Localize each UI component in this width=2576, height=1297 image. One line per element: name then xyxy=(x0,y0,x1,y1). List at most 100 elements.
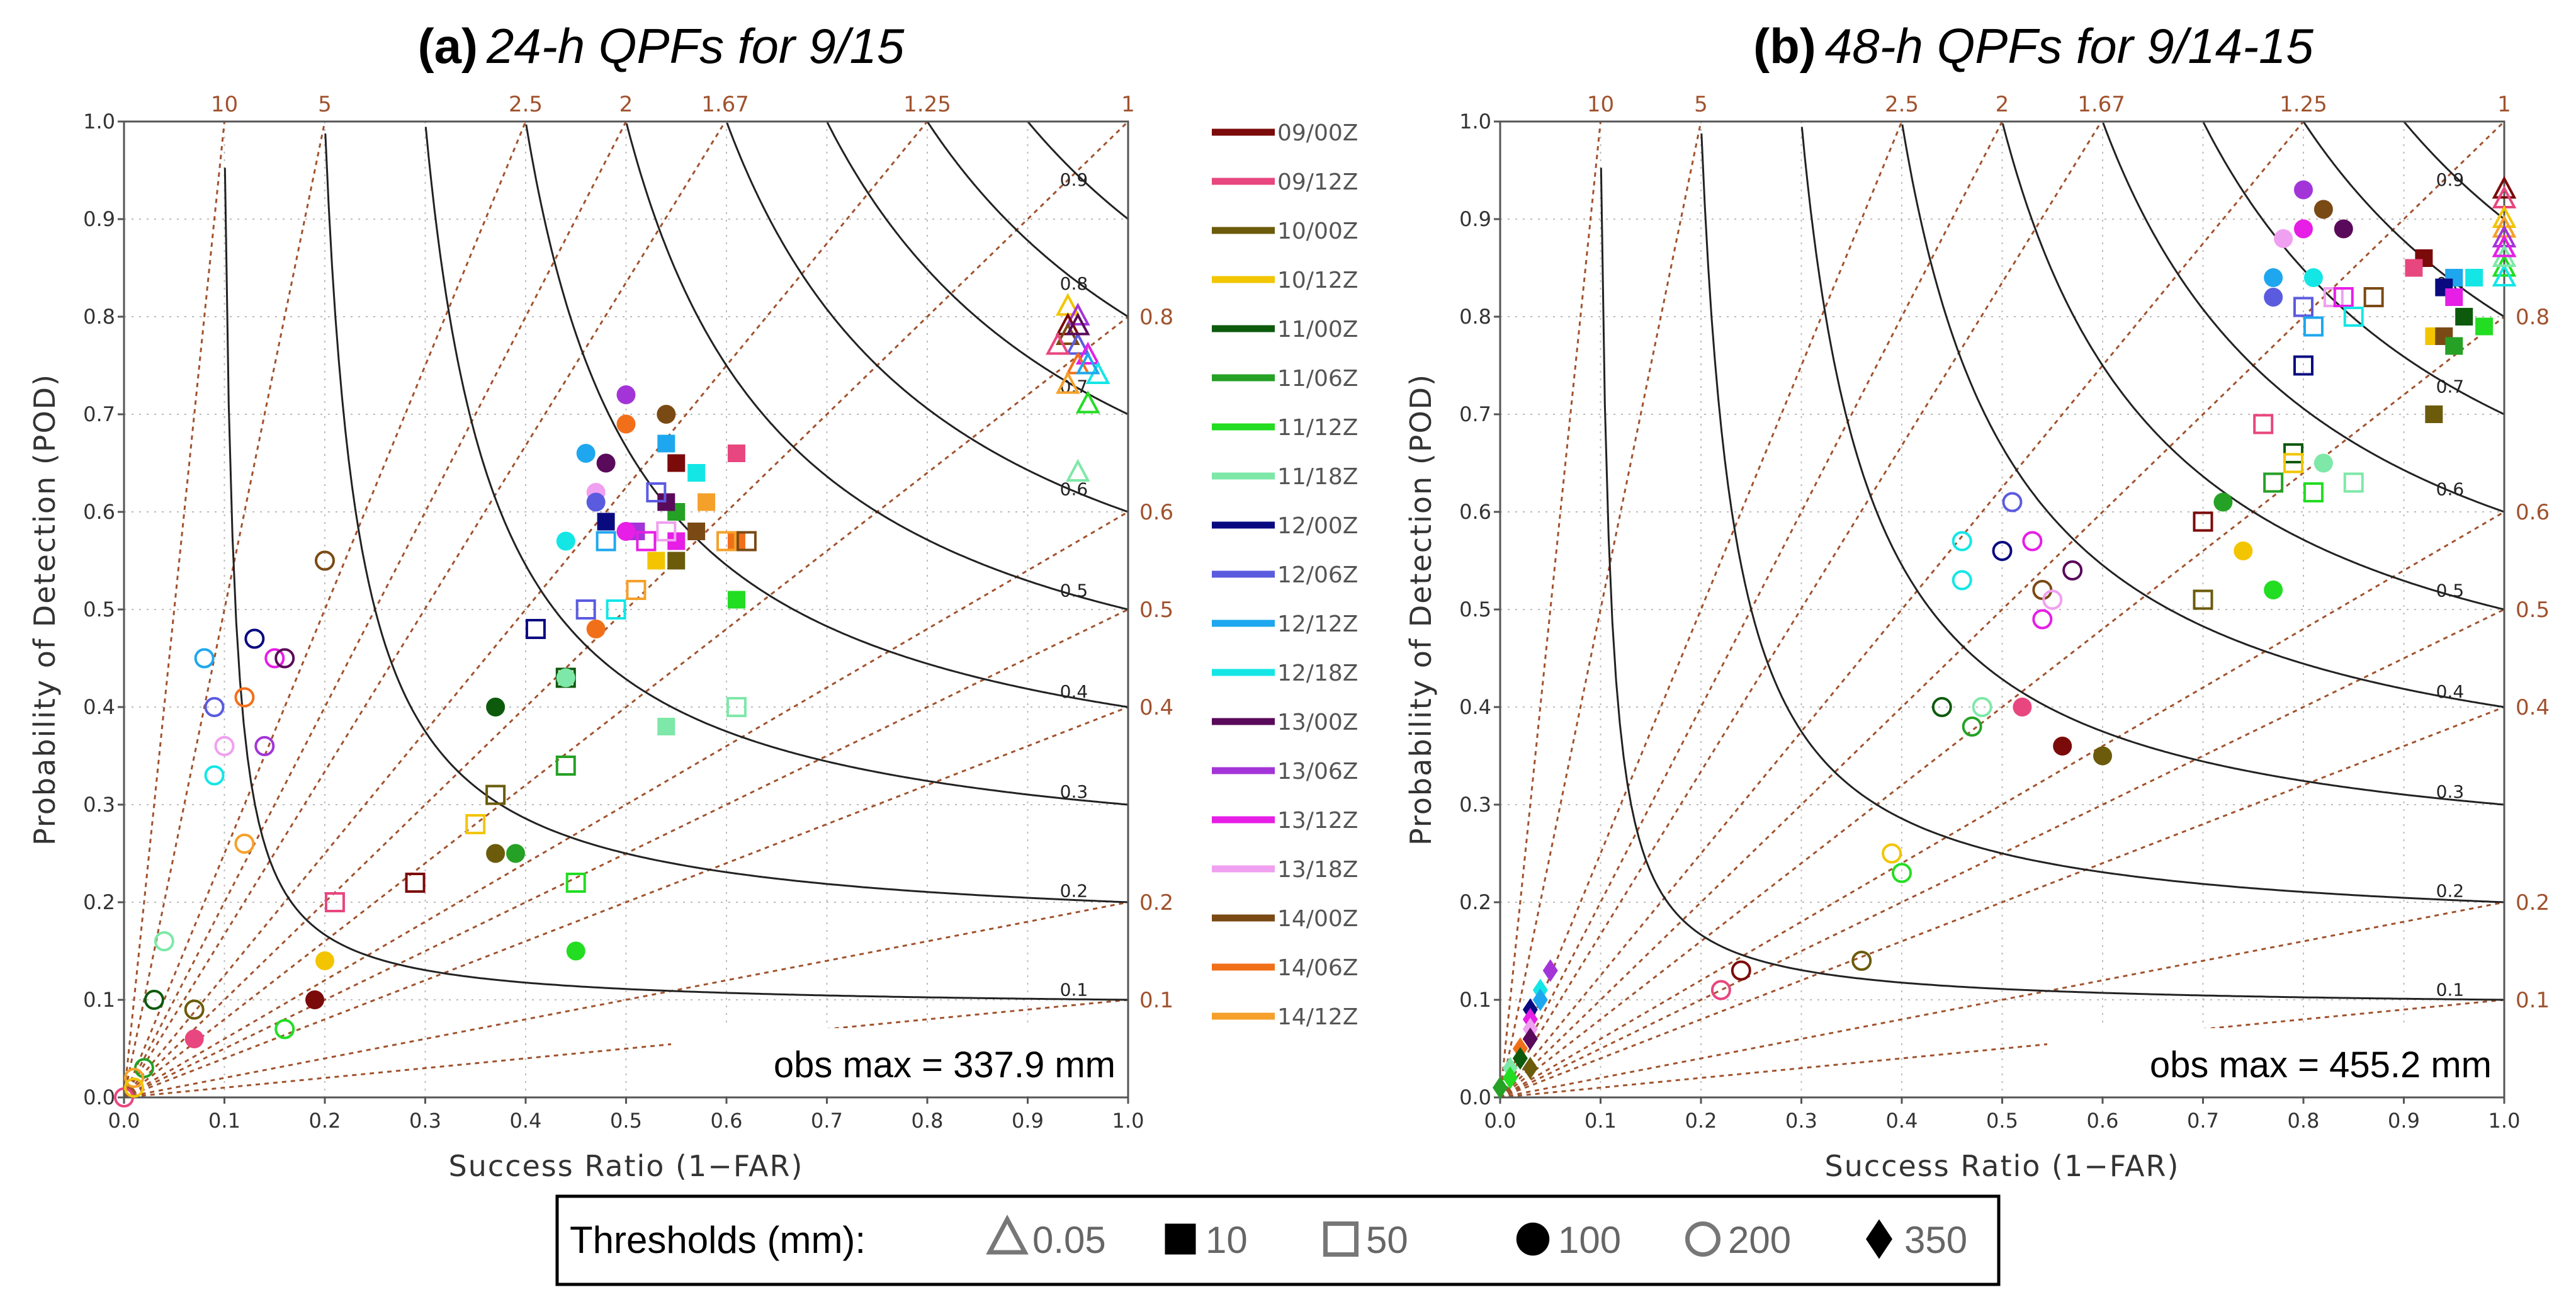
panel-b-point xyxy=(2042,589,2063,610)
panel-a-point xyxy=(194,648,215,669)
panel-a-point xyxy=(506,844,526,863)
panel-a-bias-top-label: 2.5 xyxy=(509,92,543,117)
panel-b-csi-curve xyxy=(1600,167,2504,1001)
threshold-label: 350 xyxy=(1904,1219,1967,1261)
panel-a-x-tick-label: 0.7 xyxy=(811,1109,843,1133)
panel-b-point xyxy=(2283,453,2304,473)
panel-b-point xyxy=(2053,737,2072,756)
panel-b-bias-top-label: 2.5 xyxy=(1885,92,1919,117)
panel-b-x-tick-label: 0.0 xyxy=(1484,1109,1517,1133)
panel-a-point xyxy=(727,445,745,462)
panel-a-point xyxy=(214,736,235,756)
panel-b-csi-curve xyxy=(1800,127,2504,806)
panel-a-csi-label: 0.9 xyxy=(1060,169,1088,190)
panel-a-bias-right-label: 0.4 xyxy=(1139,695,1173,720)
panel-b-csi-curve xyxy=(2001,123,2504,611)
panel-a-points xyxy=(114,293,1110,1107)
panel-a-point xyxy=(566,941,585,961)
panel-a-point xyxy=(616,522,636,541)
panel-a-point xyxy=(596,453,616,473)
panel-a-title: (a) 24-h QPFs for 9/15 xyxy=(418,18,905,74)
panel-a-y-tick-label: 0.6 xyxy=(83,500,115,524)
threshold-symbol-group xyxy=(1165,1223,1196,1255)
panel-b-bias-line xyxy=(1500,999,2504,1097)
panel-b-bias-top-label: 1 xyxy=(2497,92,2511,117)
panel-a-csi-label: 0.1 xyxy=(1060,979,1088,1000)
panel-b-label: (b) xyxy=(1753,18,1816,74)
panel-b-bias-right-label: 0.4 xyxy=(2516,695,2550,720)
threshold-symbol xyxy=(1685,1221,1720,1257)
panel-a-point xyxy=(1065,302,1090,326)
panel-a-x-tick-label: 1.0 xyxy=(1112,1109,1144,1133)
threshold-symbol-group xyxy=(986,1215,1029,1255)
panel-b-point xyxy=(1522,1028,1538,1050)
panel-a-csi-curve xyxy=(726,122,1128,513)
panel-a-bias-top-label: 1.25 xyxy=(903,92,951,117)
panel-a-point xyxy=(597,513,615,531)
panel-a-x-tick-label: 0.5 xyxy=(610,1109,642,1133)
legend-label: 09/12Z xyxy=(1277,169,1358,195)
panel-a-point xyxy=(606,599,626,620)
threshold-label: 0.05 xyxy=(1032,1219,1106,1261)
panel-a-csi-curve xyxy=(1027,122,1128,220)
panel-a-csi-label: 0.6 xyxy=(1060,479,1088,499)
panel-a-title-text: 24-h QPFs for 9/15 xyxy=(486,18,905,74)
panel-b-bias-right-label: 0.8 xyxy=(2516,305,2550,330)
panel-a-point xyxy=(576,444,596,463)
panel-b-x-tick-label: 1.0 xyxy=(2488,1109,2521,1133)
panel-a-point xyxy=(405,873,426,893)
panel-b-csi-label: 0.2 xyxy=(2436,881,2465,902)
panel-a-bias-line xyxy=(124,122,726,1097)
panel-a-x-tick-label: 0.8 xyxy=(912,1109,944,1133)
panel-a-point xyxy=(657,405,676,424)
panel-a-point xyxy=(687,464,706,482)
panel-a-bias-right-label: 0.2 xyxy=(1139,890,1173,915)
panel-b-x-tick-label: 0.8 xyxy=(2288,1109,2320,1133)
panel-a-x-tick-label: 0.6 xyxy=(711,1109,743,1133)
legend-label: 13/00Z xyxy=(1277,710,1358,735)
panel-a-csi-label: 0.5 xyxy=(1060,581,1088,601)
panel-a-x-tick-label: 0.1 xyxy=(208,1109,240,1133)
panel-a-y-tick-label: 0.2 xyxy=(83,890,115,914)
panel-a-x-axis-label: Success Ratio (1−FAR) xyxy=(449,1149,804,1183)
panel-a-x-tick-label: 0.2 xyxy=(309,1109,341,1133)
panel-b-y-tick-label: 1.0 xyxy=(1459,110,1491,133)
panel-a-y-tick-label: 0.7 xyxy=(83,402,115,426)
panel-a-point xyxy=(726,697,747,717)
legend-label: 14/00Z xyxy=(1277,906,1358,932)
panel-b-point xyxy=(1952,570,1972,591)
panel-b-csi-curve xyxy=(1901,124,2504,708)
panel-b-bias-line xyxy=(1500,122,2504,1097)
thresholds-title: Thresholds (mm): xyxy=(570,1219,866,1261)
panel-b-point xyxy=(2093,746,2112,766)
threshold-symbol xyxy=(1866,1219,1892,1259)
panel-b-bias-line xyxy=(1500,901,2504,1097)
panel-a-x-tick-label: 0.9 xyxy=(1012,1109,1044,1133)
panel-a-y-tick-label: 0.9 xyxy=(83,207,115,231)
panel-a-point xyxy=(1065,312,1090,336)
panel-b-point xyxy=(2313,453,2333,473)
panel-a-bias-top-label: 1.67 xyxy=(701,92,749,117)
panel-b-point xyxy=(2363,287,2384,307)
threshold-symbol xyxy=(1165,1223,1196,1255)
panel-a-point xyxy=(204,697,225,717)
panel-b-points xyxy=(1493,176,2517,1099)
panel-b-point xyxy=(2253,414,2274,434)
panel-b-title-text: 48-h QPFs for 9/14-15 xyxy=(1825,18,2314,74)
panel-b-point xyxy=(2475,317,2494,336)
panel-b-y-tick-label: 0.5 xyxy=(1459,598,1491,621)
panel-a-plot-area xyxy=(124,122,1128,1097)
panel-b-y-tick-label: 0.9 xyxy=(1459,207,1491,231)
panel-b-x-tick-label: 0.4 xyxy=(1886,1109,1918,1133)
panel-a-bias-right-label: 0.1 xyxy=(1139,988,1173,1013)
panel-a-point xyxy=(556,668,575,688)
panel-b-point xyxy=(2062,560,2083,581)
legend-label: 10/12Z xyxy=(1277,268,1358,293)
legend-label: 14/12Z xyxy=(1277,1004,1358,1030)
panel-b-bias-right-label: 0.5 xyxy=(2516,598,2550,623)
panel-b-point xyxy=(2294,180,2313,200)
panel-a-csi-label: 0.3 xyxy=(1060,781,1088,802)
panel-b-x-tick-label: 0.1 xyxy=(1585,1109,1617,1133)
panel-b-point xyxy=(1512,1047,1528,1070)
panel-b-point xyxy=(2022,531,2043,552)
